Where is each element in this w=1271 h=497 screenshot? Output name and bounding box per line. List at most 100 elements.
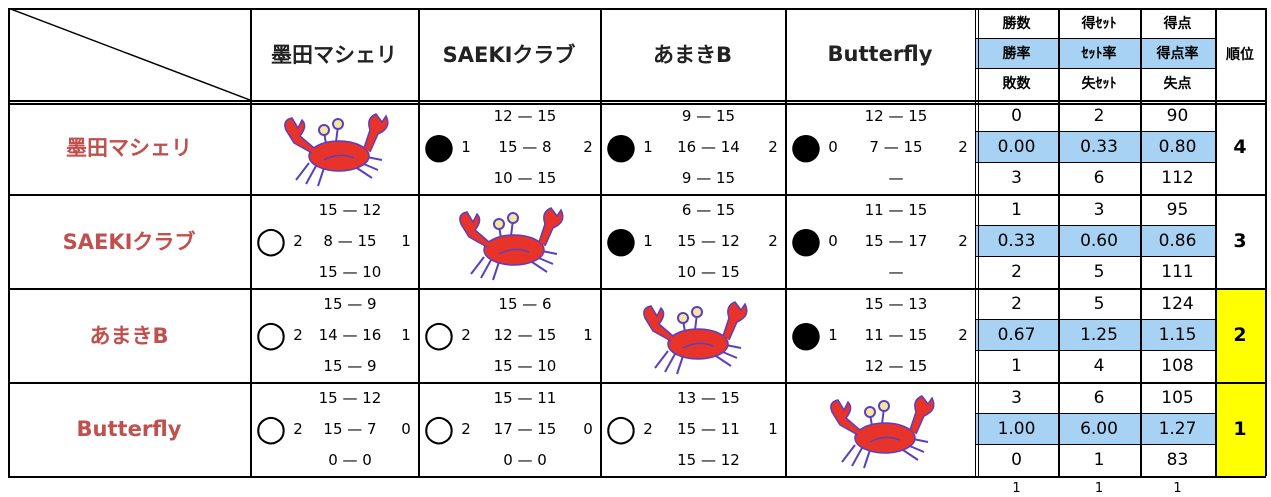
set-score: 10 — 15	[677, 262, 740, 281]
grid-line	[975, 131, 1215, 132]
set-score: 15 — 12	[677, 450, 740, 469]
set-score: 7 — 15	[869, 137, 923, 156]
match-result: ○	[423, 313, 455, 355]
grid-line	[975, 444, 1215, 445]
grid-line	[978, 8, 979, 476]
set-score: 6 — 15	[681, 200, 736, 219]
stat-value: 0.00	[997, 136, 1036, 157]
stat-header: 勝数	[1002, 16, 1031, 32]
stat-value: 112	[1161, 167, 1194, 188]
set-score: 15 — 11	[493, 388, 557, 407]
stat-value: 6	[1093, 167, 1105, 188]
stat-value: 0.80	[1158, 136, 1197, 157]
grid-line	[8, 476, 1266, 478]
sets-won: 0	[828, 137, 838, 156]
team-header: あまきB	[652, 43, 732, 67]
stat-value: 3	[1093, 199, 1105, 220]
rank: 2	[1233, 324, 1247, 346]
grid-line	[8, 100, 1266, 102]
grid-line	[8, 288, 1266, 290]
stat-value: 4	[1093, 355, 1105, 376]
stat-value: 0.60	[1080, 230, 1118, 251]
stat-header: 敗数	[1002, 76, 1031, 92]
grid-line	[975, 413, 1215, 414]
set-score: —	[888, 168, 904, 187]
rank: 4	[1233, 136, 1247, 158]
crab-icon	[459, 207, 564, 281]
sets-won: 2	[643, 419, 653, 438]
sets-lost: 0	[401, 419, 411, 438]
set-score: 15 — 12	[318, 388, 382, 407]
stats-band	[975, 225, 1215, 256]
grid-line	[975, 225, 1215, 226]
stat-value: 0.33	[997, 230, 1036, 251]
set-score: 15 — 6	[498, 294, 552, 313]
footer-value: 1	[1173, 481, 1182, 496]
sets-won: 2	[293, 419, 303, 438]
footer-value: 1	[1094, 481, 1104, 496]
set-score: 15 — 17	[864, 231, 928, 250]
set-score: 11 — 15	[864, 325, 928, 344]
footer-value: 1	[1012, 481, 1021, 496]
sets-lost: 2	[958, 231, 968, 250]
rank-highlight	[1215, 288, 1265, 382]
match-result: ●	[605, 219, 637, 261]
stat-value: 1	[1011, 355, 1022, 376]
set-score: 13 — 15	[677, 388, 740, 407]
stat-value: 1	[1011, 199, 1022, 220]
set-score: 15 — 10	[318, 262, 382, 281]
diagonal	[8, 8, 250, 100]
stat-header: ｾｯﾄ率	[1081, 46, 1117, 62]
stat-value: 5	[1093, 261, 1105, 282]
set-score: 12 — 15	[864, 356, 928, 375]
stat-value: 1.27	[1158, 418, 1197, 439]
stat-value: 6.00	[1080, 418, 1118, 439]
stat-value: 3	[1011, 387, 1022, 408]
grid-line	[8, 103, 1266, 105]
team-header: 墨田マシェリ	[271, 43, 397, 67]
grid-line	[975, 38, 1215, 39]
rank-header: 順位	[1226, 47, 1254, 63]
stat-header: 失ｾｯﾄ	[1081, 76, 1117, 92]
stat-value: 1.25	[1080, 324, 1118, 345]
match-result: ●	[790, 313, 822, 355]
stat-value: 105	[1161, 387, 1194, 408]
stat-value: 1.15	[1158, 324, 1197, 345]
stat-value: 0.67	[997, 324, 1036, 345]
rank: 3	[1233, 230, 1247, 252]
set-score: 0 — 0	[503, 450, 547, 469]
set-score: 15 — 12	[318, 200, 382, 219]
rank-highlight	[1215, 382, 1265, 476]
match-result: ●	[790, 125, 822, 167]
grid-line	[418, 8, 420, 476]
grid-line	[8, 194, 1266, 196]
rank: 1	[1233, 418, 1247, 440]
grid-line	[1215, 8, 1217, 476]
grid-line	[975, 162, 1215, 163]
set-score: 14 — 16	[318, 325, 382, 344]
set-score: 17 — 15	[493, 419, 557, 438]
sets-lost: 0	[583, 419, 593, 438]
sets-won: 1	[461, 137, 471, 156]
set-score: 15 — 8	[498, 137, 552, 156]
sets-lost: 2	[583, 137, 593, 156]
stats-band	[975, 319, 1215, 350]
match-result: ○	[605, 407, 637, 449]
stat-value: 108	[1161, 355, 1194, 376]
stat-value: 111	[1161, 261, 1194, 282]
match-result: ○	[255, 313, 287, 355]
stat-header: 失点	[1163, 76, 1192, 92]
team-header: SAEKIクラブ	[442, 43, 576, 67]
stat-value: 6	[1093, 387, 1105, 408]
sets-won: 0	[828, 231, 838, 250]
set-score: 15 — 12	[677, 231, 740, 250]
sets-lost: 2	[768, 231, 778, 250]
grid-line	[975, 319, 1215, 320]
stat-value: 2	[1011, 261, 1022, 282]
team-name: SAEKIクラブ	[62, 230, 196, 254]
match-result: ●	[605, 125, 637, 167]
set-score: 15 — 9	[323, 356, 377, 375]
grid-line	[1140, 8, 1142, 476]
stat-header: 得ｾｯﾄ	[1081, 16, 1117, 32]
grid-line	[975, 256, 1215, 257]
